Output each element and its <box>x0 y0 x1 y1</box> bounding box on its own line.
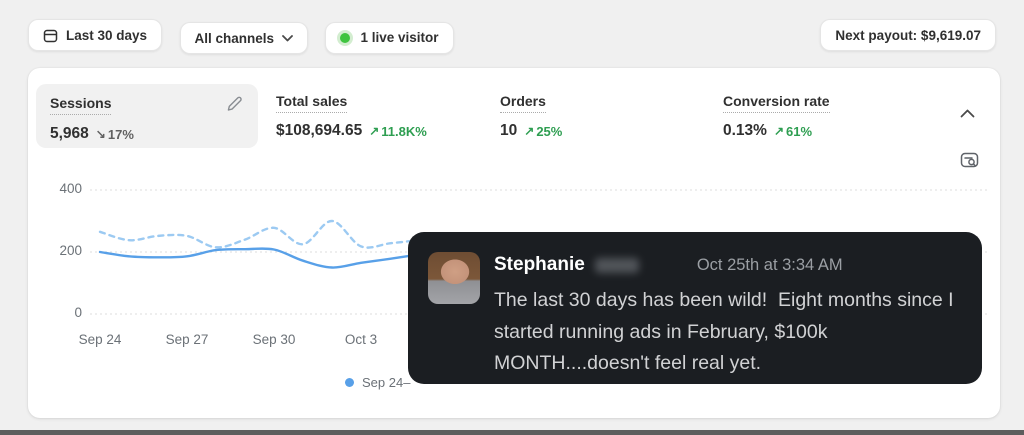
x-axis-tick: Sep 30 <box>252 332 296 347</box>
collapse-chevron-up-icon[interactable] <box>958 104 977 123</box>
arrow-up-right-icon: ↗ <box>524 124 535 138</box>
sessions-label[interactable]: Sessions <box>50 95 112 115</box>
channels-label: All channels <box>194 30 275 46</box>
channels-dropdown[interactable]: All channels <box>179 22 309 54</box>
next-payout-label: Next payout: $9,619.07 <box>835 27 981 43</box>
arrow-up-right-icon: ↗ <box>369 124 380 138</box>
next-payout-button[interactable]: Next payout: $9,619.07 <box>820 19 996 51</box>
comment-author: Stephanie <box>494 254 585 275</box>
metric-tile-sessions[interactable]: Sessions 5,968 ↘ 17% <box>36 84 258 148</box>
date-range-button[interactable]: Last 30 days <box>28 19 163 51</box>
metric-total-sales[interactable]: Total sales $108,694.65 ↗ 11.8K% <box>276 93 427 140</box>
comment-timestamp: Oct 25th at 3:34 AM <box>696 255 843 274</box>
conversion-rate-value: 0.13% <box>723 122 767 139</box>
comment-overlay: Stephanie Oct 25th at 3:34 AM The last 3… <box>408 232 982 384</box>
orders-value: 10 <box>500 122 518 139</box>
sessions-value: 5,968 <box>50 125 89 142</box>
metric-orders[interactable]: Orders 10 ↗ 25% <box>500 93 562 140</box>
orders-label[interactable]: Orders <box>500 93 546 113</box>
chart-legend: Sep 24– <box>345 375 410 390</box>
avatar <box>428 252 480 304</box>
arrow-down-right-icon: ↘ <box>95 127 106 141</box>
chevron-down-icon <box>282 34 293 42</box>
total-sales-label[interactable]: Total sales <box>276 93 348 113</box>
metric-conversion-rate[interactable]: Conversion rate 0.13% ↗ 61% <box>723 93 830 140</box>
screen-edge-strip <box>0 430 1024 435</box>
conversion-rate-delta: ↗ 61% <box>773 123 813 139</box>
insights-search-icon[interactable] <box>957 148 982 176</box>
x-axis-tick: Sep 27 <box>165 332 209 347</box>
y-axis-tick: 400 <box>59 181 82 196</box>
y-axis-tick: 0 <box>74 305 82 320</box>
live-visitor-label: 1 live visitor <box>360 30 439 45</box>
y-axis-tick: 200 <box>59 243 82 258</box>
top-bar: Last 30 days All channels 1 live visitor… <box>28 19 996 54</box>
comment-header: Stephanie Oct 25th at 3:34 AM <box>494 254 843 276</box>
comment-message: The last 30 days has been wild! Eight mo… <box>494 289 960 374</box>
calendar-icon <box>43 28 58 43</box>
orders-delta: ↗ 25% <box>524 123 563 139</box>
x-axis-tick: Sep 24 <box>78 332 122 347</box>
legend-dot-icon <box>345 378 354 387</box>
total-sales-value: $108,694.65 <box>276 122 363 139</box>
live-visitor-dot-icon <box>340 32 351 43</box>
arrow-up-right-icon: ↗ <box>773 124 785 138</box>
legend-label: Sep 24– <box>362 375 411 390</box>
sessions-delta: ↘ 17% <box>95 126 134 142</box>
redacted-last-name <box>594 257 639 273</box>
total-sales-delta: ↗ 11.8K% <box>369 123 427 139</box>
edit-pencil-icon[interactable] <box>225 94 244 116</box>
x-axis-tick: Oct 3 <box>344 332 378 347</box>
conversion-rate-label[interactable]: Conversion rate <box>723 93 830 113</box>
live-visitors-button[interactable]: 1 live visitor <box>325 21 454 54</box>
date-range-label: Last 30 days <box>66 27 148 43</box>
